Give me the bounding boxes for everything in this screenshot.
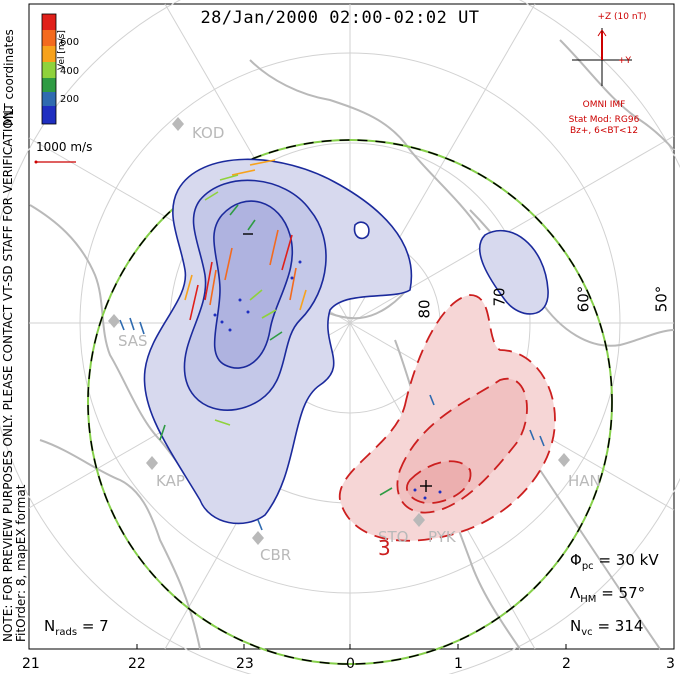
- potential-extrema-markers: [243, 233, 432, 492]
- scale-label: 1000 m/s: [36, 140, 93, 154]
- coords-label: MLT coordinates: [2, 29, 16, 126]
- mlt-tick-0: 0: [346, 656, 355, 672]
- imf-dial: [572, 28, 632, 86]
- mlt-axis-ticks: [28, 644, 675, 649]
- velocity-vectors: [119, 159, 545, 531]
- map-title: 28/Jan/2000 02:00-02:02 UT: [200, 8, 480, 28]
- lat-label-50: 50°: [652, 285, 671, 313]
- colorbar-tick-200: 200: [60, 94, 80, 105]
- mlt-tick-23: 23: [236, 656, 254, 672]
- imf-model: Stat Mod: RG96: [568, 115, 640, 125]
- imf-source: OMNI IMF: [582, 100, 626, 110]
- stat-lambda-hm: ΛHM = 57°: [570, 584, 646, 605]
- colorbar-tick-600: 600: [60, 37, 80, 48]
- lat-label-80: 80: [415, 299, 434, 319]
- plot-frame: [28, 3, 675, 650]
- stat-phi-pc: Φpc = 30 kV: [570, 551, 659, 572]
- colorbar-tick-400: 400: [60, 66, 80, 77]
- station-sas: SAS: [118, 332, 148, 350]
- velocity-colorbar: [41, 13, 57, 125]
- imf-condition: Bz+, 6<BT<12: [569, 126, 639, 136]
- stat-n-rads: Nrads = 7: [44, 617, 109, 638]
- station-han: HAN: [568, 472, 601, 490]
- station-kod: KOD: [192, 124, 225, 142]
- side-note: NOTE: FOR PREVIEW PURPOSES ONLY. PLEASE …: [1, 106, 28, 642]
- contour-label: 3: [378, 536, 391, 560]
- mlt-tick-2: 2: [562, 656, 571, 672]
- station-kap: KAP: [156, 472, 185, 490]
- station-sto: STO: [378, 528, 409, 546]
- mlt-tick-21: 21: [22, 656, 40, 672]
- fit-order-note: FitOrder: 8, mapEX format: [14, 484, 28, 642]
- imf-axis-z: +Z (10 nT): [597, 12, 647, 22]
- station-markers: [108, 117, 570, 545]
- stat-n-vc: Nvc = 314: [570, 617, 644, 638]
- hm-boundary-dash: [87, 139, 613, 665]
- mlt-tick-3: 3: [666, 656, 675, 672]
- mlt-tick-1: 1: [454, 656, 463, 672]
- imf-axis-y: +Y: [618, 56, 632, 66]
- mlt-tick-22: 22: [128, 656, 146, 672]
- station-pyk: PYK: [428, 528, 456, 546]
- lat-label-60: 60°: [574, 285, 593, 313]
- station-cbr: CBR: [260, 546, 292, 564]
- lat-label-70: 70: [490, 287, 509, 307]
- positive-potential-cell: [339, 294, 556, 542]
